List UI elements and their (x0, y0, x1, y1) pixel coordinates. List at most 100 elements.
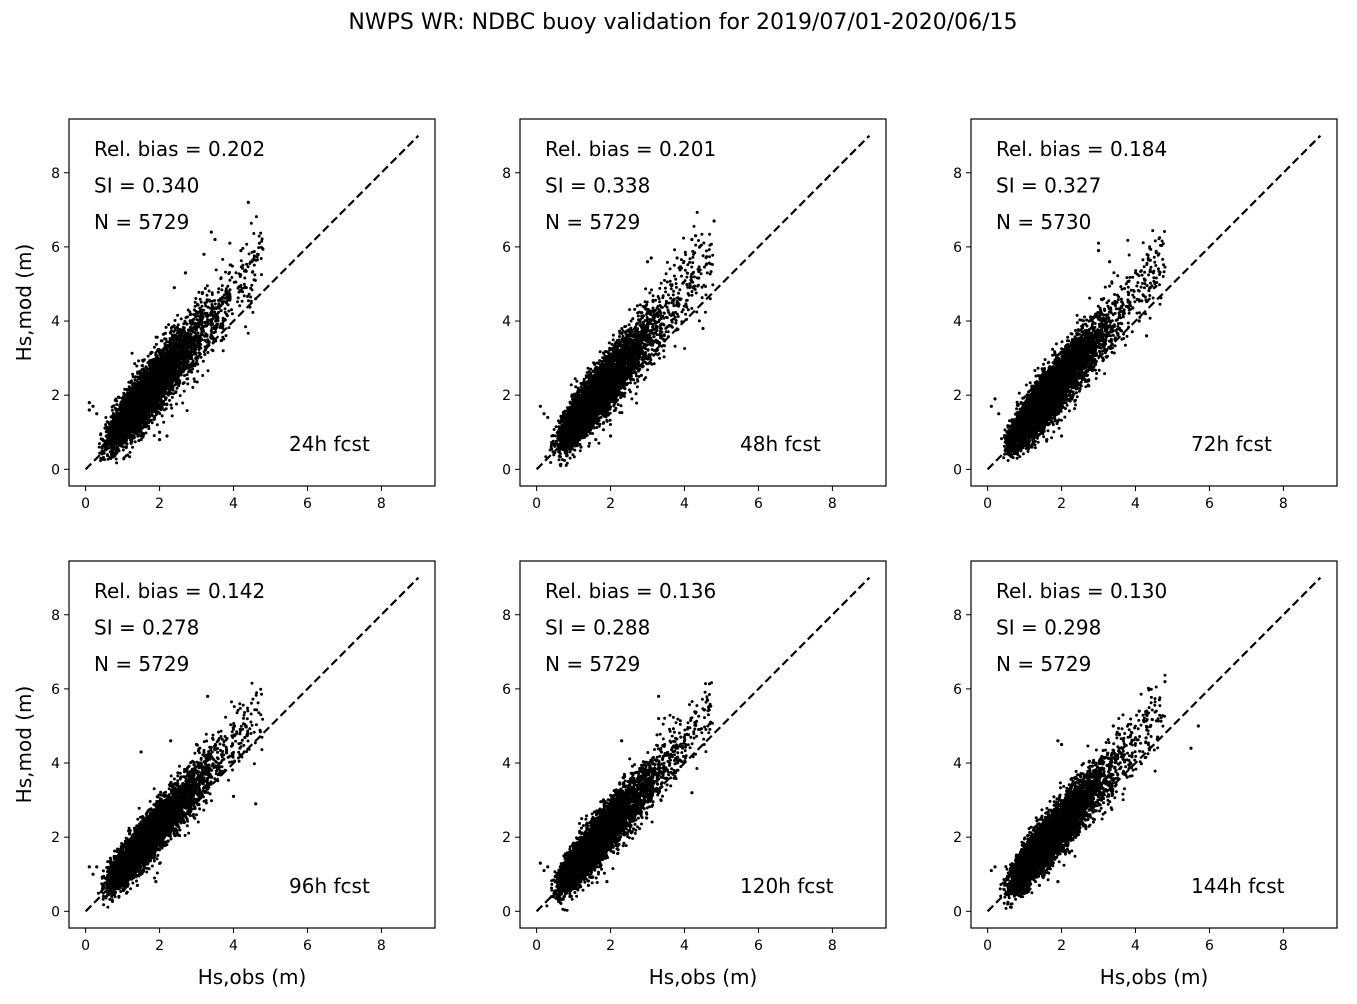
data-point (200, 333, 204, 337)
data-point (141, 359, 145, 363)
data-point (199, 300, 203, 304)
data-point (154, 360, 158, 364)
data-point (205, 298, 209, 302)
data-point (211, 307, 215, 311)
data-point (259, 231, 263, 235)
data-point (199, 346, 203, 350)
data-point (205, 333, 209, 337)
data-point (106, 454, 110, 458)
data-point (234, 280, 238, 284)
data-point (127, 386, 131, 390)
data-point (219, 339, 223, 343)
data-point (181, 325, 185, 329)
data-point (190, 326, 194, 330)
data-point (211, 349, 215, 353)
data-point (250, 260, 254, 264)
data-point (155, 423, 159, 427)
data-point (137, 377, 141, 381)
data-point (178, 341, 182, 345)
data-point (203, 334, 207, 338)
data-point (206, 351, 210, 354)
data-point (104, 423, 108, 427)
data-point (123, 438, 127, 442)
data-point (128, 455, 132, 459)
data-point (100, 446, 104, 450)
data-point (201, 315, 205, 319)
data-point (133, 431, 137, 435)
data-point (126, 395, 129, 399)
data-point (257, 246, 261, 250)
data-point (193, 313, 197, 316)
data-point (180, 334, 184, 338)
data-point (249, 299, 253, 303)
data-point (115, 403, 119, 407)
data-point (240, 286, 244, 290)
data-points (87, 200, 265, 465)
data-point (186, 377, 190, 381)
data-point (195, 380, 199, 384)
data-point (203, 321, 207, 325)
data-point (129, 381, 133, 385)
data-point (227, 309, 231, 313)
data-point (141, 375, 145, 379)
data-point (228, 278, 232, 282)
data-point (260, 237, 264, 241)
data-point (182, 389, 186, 393)
data-point (198, 297, 202, 301)
data-point (179, 317, 183, 321)
data-point (112, 404, 116, 408)
data-point (221, 335, 225, 339)
data-point (131, 375, 135, 379)
data-point (205, 284, 209, 288)
data-point (115, 461, 119, 465)
data-point (228, 271, 231, 274)
data-point (214, 268, 218, 272)
data-point (199, 327, 203, 330)
data-point (201, 359, 205, 363)
data-point (152, 345, 156, 349)
data-point (130, 389, 133, 393)
data-point (138, 372, 142, 376)
data-point (125, 388, 129, 392)
data-point (217, 287, 221, 291)
data-point (247, 299, 250, 303)
data-point (169, 403, 173, 407)
data-point (220, 284, 224, 288)
data-point (252, 254, 256, 258)
data-point (167, 340, 171, 344)
data-point (146, 354, 150, 358)
data-point (131, 445, 134, 449)
data-point (252, 258, 256, 262)
data-point (196, 302, 199, 306)
data-point (152, 434, 156, 438)
data-point (188, 369, 192, 372)
data-point (260, 239, 264, 243)
data-point (171, 347, 175, 351)
data-point (238, 304, 242, 308)
data-point (241, 246, 245, 250)
data-point (130, 386, 134, 390)
data-point (216, 322, 220, 326)
data-point (207, 289, 211, 293)
data-point (256, 252, 259, 256)
data-point (260, 246, 264, 250)
data-point (220, 300, 224, 304)
data-point (224, 287, 228, 291)
data-point (217, 310, 221, 314)
data-point (254, 215, 258, 219)
data-point (108, 423, 112, 426)
data-point (168, 371, 172, 375)
data-point (132, 436, 136, 440)
data-point (192, 377, 196, 381)
data-point (154, 385, 158, 388)
data-point (123, 387, 127, 391)
data-point (167, 323, 171, 327)
data-point (183, 374, 186, 377)
data-point (250, 283, 254, 287)
data-point (193, 304, 197, 308)
data-point (113, 453, 117, 457)
data-point (186, 328, 190, 332)
data-point (246, 331, 250, 335)
data-point (209, 333, 213, 337)
data-point (237, 290, 241, 294)
